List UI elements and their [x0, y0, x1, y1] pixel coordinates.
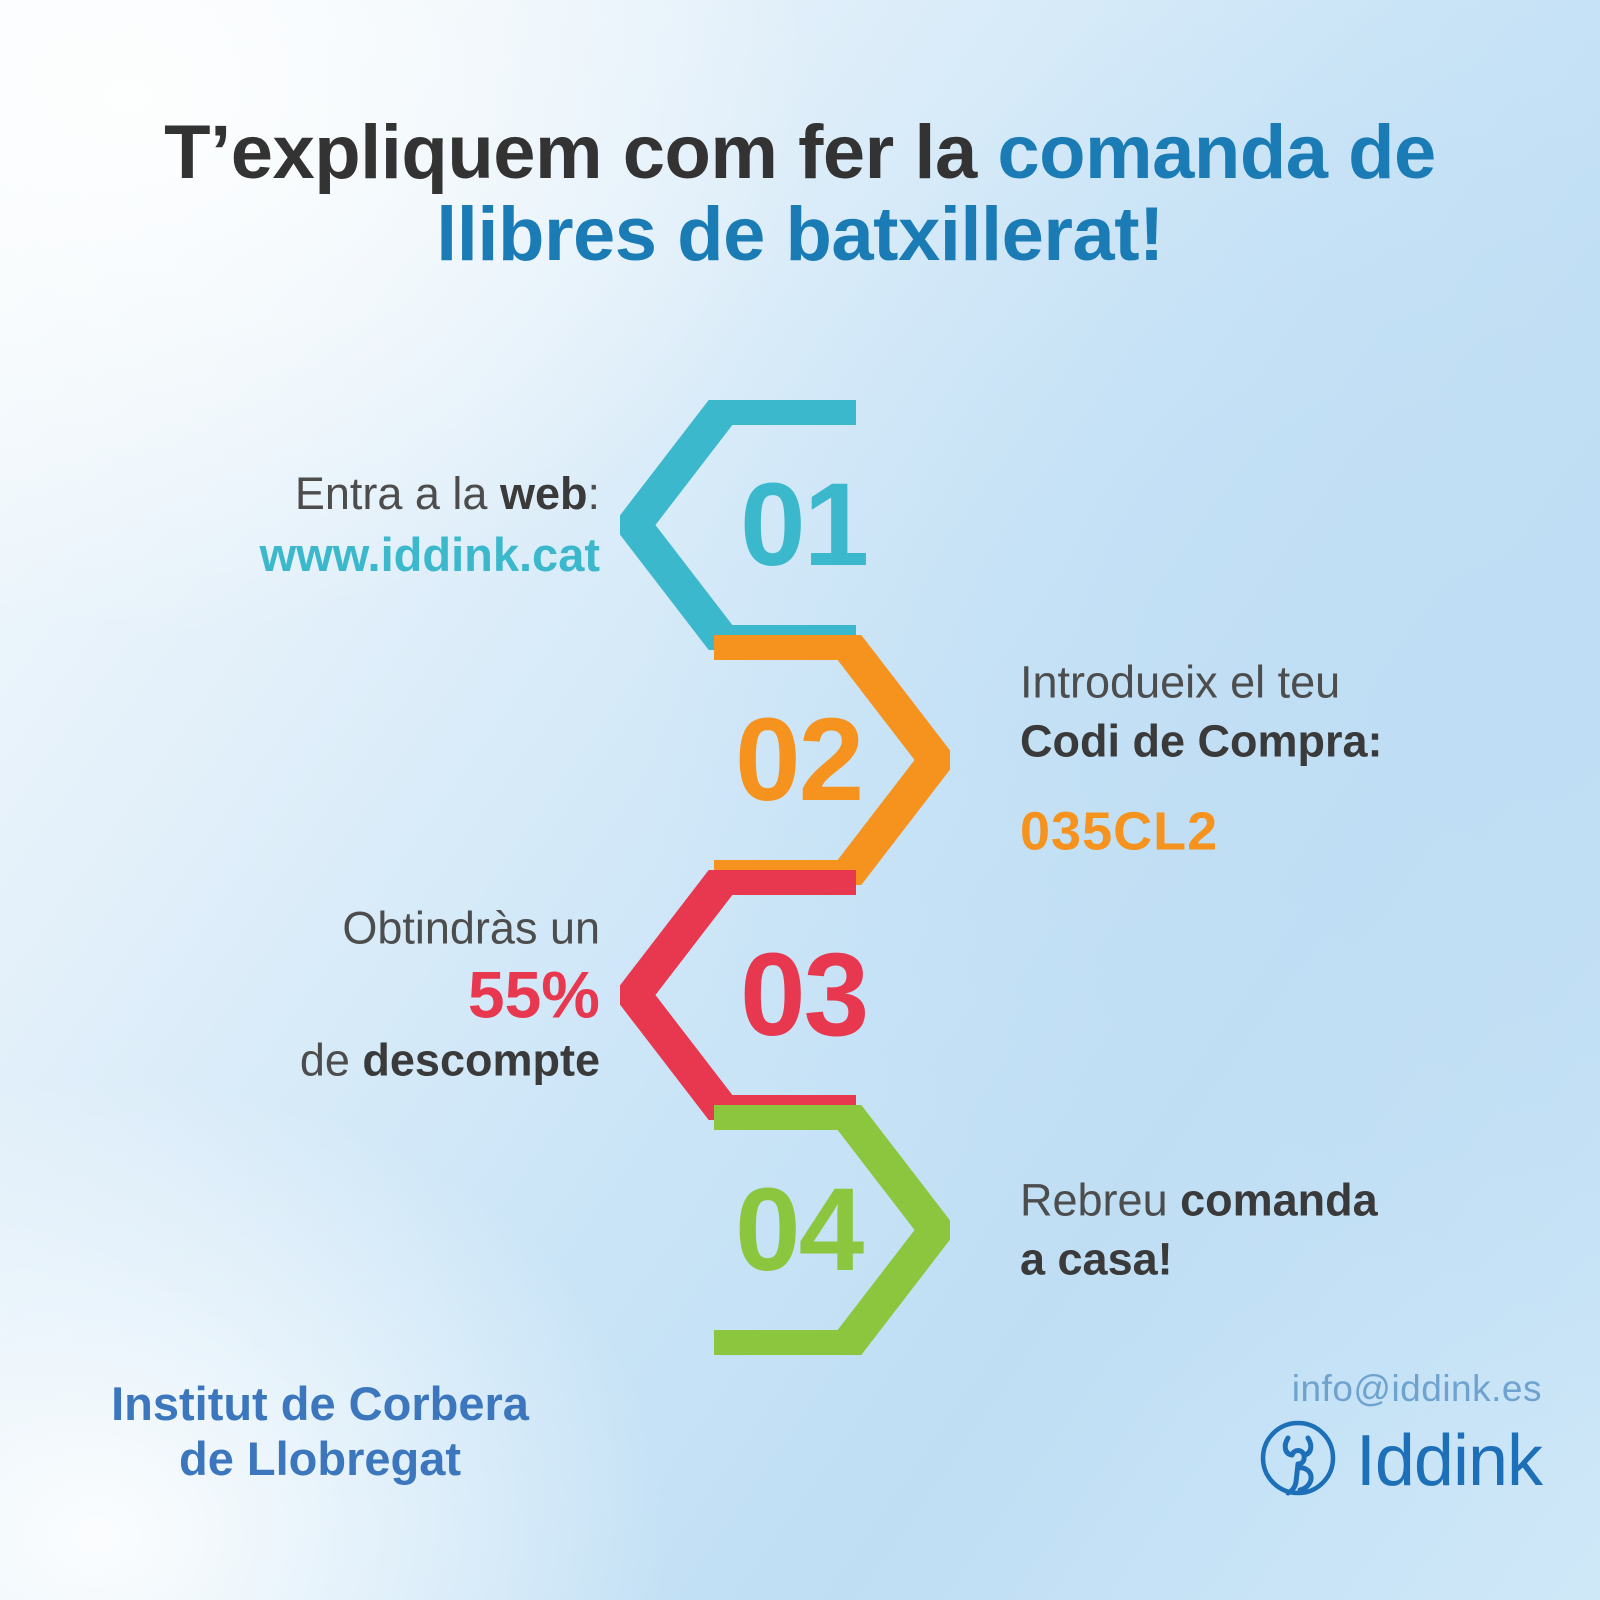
title-part-dark: T’expliquem com fer la	[164, 110, 998, 195]
step-02: 02 Introdueix el teu Codi de Compra: 035…	[0, 635, 1600, 885]
step-01-link[interactable]: www.iddink.cat	[259, 527, 600, 581]
brand-wordmark: Iddink	[1355, 1420, 1543, 1501]
step-03-tail-strong: descompte	[362, 1034, 600, 1086]
discount-percent: 55%	[467, 957, 600, 1032]
step-01: 01 Entra a la web: www.iddink.cat	[0, 400, 1600, 650]
step-02-lead: Introdueix el teu	[1020, 656, 1341, 708]
step-01-text: Entra a la web: www.iddink.cat	[130, 465, 600, 585]
page-title: T’expliquem com fer la comanda de llibre…	[50, 110, 1550, 278]
step-04-text: Rebreu comanda a casa!	[1020, 1172, 1490, 1289]
contact-email[interactable]: info@iddink.es	[1291, 1368, 1542, 1409]
step-02-number: 02	[735, 694, 864, 826]
school-name: Institut de Corbera de Llobregat	[60, 1376, 580, 1487]
chevron-04-icon	[620, 1105, 950, 1355]
step-03-text: Obtindràs un 55% de descompte	[130, 900, 600, 1091]
step-01-tail: :	[587, 468, 600, 520]
step-04-number: 04	[735, 1164, 864, 1296]
step-01-strong: web	[499, 468, 588, 520]
step-01-lead: Entra a la	[294, 468, 500, 520]
iddink-logo: Iddink	[1122, 1416, 1543, 1505]
title-part-blue: comanda de llibres de batxillerat!	[436, 110, 1436, 278]
step-03-number: 03	[740, 929, 869, 1061]
purchase-code: 035CL2	[1020, 801, 1219, 862]
step-03-lead: Obtindràs un	[342, 902, 600, 954]
school-line-1: Institut de Corbera	[111, 1377, 529, 1430]
step-04: 04 Rebreu comanda a casa!	[0, 1105, 1600, 1355]
steps-container: 01 Entra a la web: www.iddink.cat 02 Int…	[0, 400, 1600, 1360]
step-04-strong2: a casa!	[1020, 1233, 1173, 1284]
brand-block: info@iddink.es Iddink	[1122, 1368, 1543, 1505]
school-line-2: de Llobregat	[178, 1432, 462, 1486]
step-04-strong: comanda	[1180, 1174, 1378, 1226]
step-04-lead: Rebreu	[1020, 1174, 1181, 1226]
step-02-text: Introdueix el teu Codi de Compra: 035CL2	[1020, 653, 1490, 866]
iddink-figure-icon	[1256, 1416, 1340, 1505]
step-03-tail-lead: de	[299, 1034, 363, 1086]
step-02-strong: Codi de Compra:	[1020, 714, 1383, 766]
step-03: 03 Obtindràs un 55% de descompte	[0, 870, 1600, 1120]
step-01-number: 01	[740, 459, 869, 591]
